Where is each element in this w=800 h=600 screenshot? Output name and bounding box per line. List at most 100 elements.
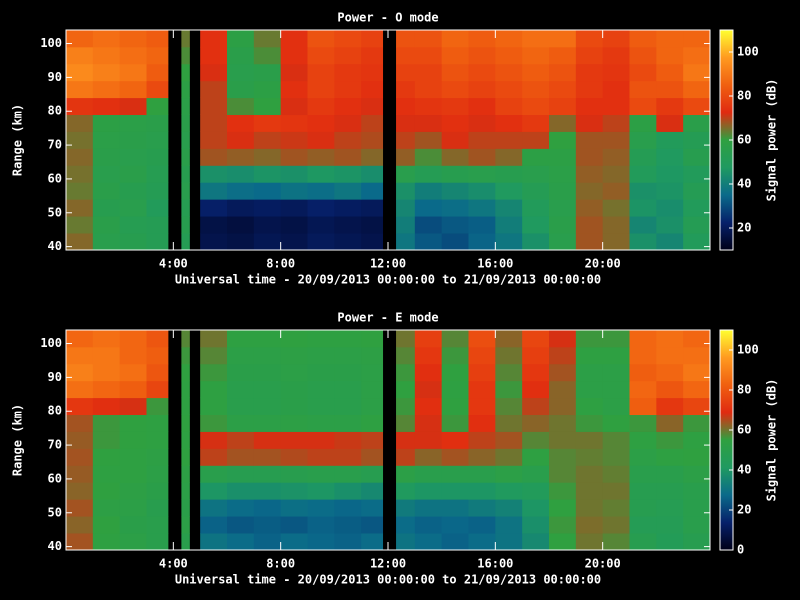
heatmap-cell	[522, 330, 550, 348]
heatmap-cell	[549, 63, 577, 82]
heatmap-cell	[441, 114, 469, 132]
heatmap-cell	[441, 465, 469, 483]
heatmap-cell	[200, 182, 228, 200]
heatmap-cell	[549, 199, 577, 217]
heatmap-cell	[66, 46, 94, 65]
heatmap-cell	[181, 46, 190, 65]
heatmap-cell	[307, 216, 335, 234]
heatmap-cell	[602, 233, 630, 251]
heatmap-cell	[146, 482, 169, 500]
heatmap-cell	[146, 46, 169, 65]
heatmap-cell	[441, 30, 469, 48]
heatmap-cell	[307, 380, 335, 399]
heatmap-cell	[602, 30, 630, 48]
heatmap-cell	[307, 346, 335, 365]
heatmap-cell	[396, 114, 416, 132]
heatmap-cell	[629, 482, 657, 500]
heatmap-cell	[629, 465, 657, 483]
heatmap-cell	[495, 80, 523, 99]
heatmap-cell	[396, 182, 416, 200]
heatmap-cell	[414, 330, 443, 348]
heatmap-cell	[119, 380, 147, 399]
heatmap-cell	[119, 397, 147, 416]
heatmap-cell	[656, 131, 684, 149]
heatmap-cell	[280, 131, 308, 149]
heatmap-cell	[361, 397, 384, 416]
heatmap-cell	[629, 448, 657, 466]
heatmap-cell	[361, 330, 384, 348]
heatmap-cell	[361, 46, 384, 65]
x-tick-label: 20:00	[585, 557, 621, 571]
heatmap-cell	[575, 465, 604, 483]
heatmap-cell	[549, 114, 577, 132]
heatmap-cell	[307, 431, 335, 449]
heatmap-cell	[414, 448, 443, 466]
heatmap-cell	[522, 380, 550, 399]
heatmap-cell	[414, 363, 443, 382]
colorbar-tick-label: 20	[737, 221, 751, 235]
heatmap-cell	[66, 199, 94, 217]
heatmap-cell	[92, 414, 121, 432]
heatmap-cell	[92, 148, 121, 166]
heatmap-cell	[181, 346, 190, 365]
heatmap-cell	[441, 431, 469, 449]
heatmap-cell	[361, 448, 384, 466]
x-tick-label: 12:00	[370, 557, 406, 571]
heatmap-cell	[414, 148, 443, 166]
heatmap-cell	[66, 533, 94, 551]
heatmap-cell	[575, 414, 604, 432]
heatmap-cell	[227, 216, 255, 234]
heatmap-cell	[307, 131, 335, 149]
heatmap-cell	[200, 80, 228, 99]
heatmap-cell	[396, 346, 416, 365]
heatmap-cell	[92, 80, 121, 99]
heatmap-cell	[575, 516, 604, 534]
heatmap-cell	[683, 182, 711, 200]
heatmap-cell	[414, 30, 443, 48]
heatmap-cell	[146, 216, 169, 234]
heatmap-cell	[119, 431, 147, 449]
x-tick-label: 4:00	[159, 557, 188, 571]
heatmap-cell	[495, 216, 523, 234]
heatmap-cell	[683, 482, 711, 500]
heatmap-cell	[146, 533, 169, 551]
heatmap-cell	[656, 114, 684, 132]
heatmap-cell	[66, 380, 94, 399]
heatmap-cell	[414, 182, 443, 200]
heatmap-cell	[602, 448, 630, 466]
heatmap-cell	[495, 465, 523, 483]
heatmap-cell	[575, 182, 604, 200]
heatmap-cell	[361, 97, 384, 116]
heatmap-cell	[495, 346, 523, 365]
heatmap-cell	[602, 63, 630, 82]
heatmap-cell	[181, 233, 190, 251]
x-tick-label: 4:00	[159, 257, 188, 271]
heatmap-cell	[414, 165, 443, 183]
heatmap-cell	[253, 516, 282, 534]
heatmap-cell	[549, 182, 577, 200]
heatmap-cell	[200, 346, 228, 365]
heatmap-cell	[602, 148, 630, 166]
heatmap-cell	[629, 380, 657, 399]
heatmap-cell	[441, 182, 469, 200]
y-axis-label: Range (km)	[11, 104, 25, 176]
heatmap-cell	[468, 499, 496, 517]
heatmap-cell	[522, 346, 550, 365]
heatmap-cell	[468, 448, 496, 466]
heatmap-cell	[656, 482, 684, 500]
heatmap-cell	[119, 114, 147, 132]
heatmap-cell	[549, 516, 577, 534]
heatmap-cell	[253, 330, 282, 348]
heatmap-cell	[146, 397, 169, 416]
heatmap-cell	[181, 199, 190, 217]
heatmap-cell	[253, 363, 282, 382]
colorbar-label: Signal power (dB)	[765, 379, 779, 502]
heatmap-cell	[119, 516, 147, 534]
heatmap-cell	[200, 63, 228, 82]
heatmap-cell	[549, 131, 577, 149]
heatmap-cell	[602, 199, 630, 217]
heatmap-cell	[280, 431, 308, 449]
heatmap-cell	[66, 114, 94, 132]
heatmap-cell	[495, 63, 523, 82]
heatmap-cell	[468, 97, 496, 116]
